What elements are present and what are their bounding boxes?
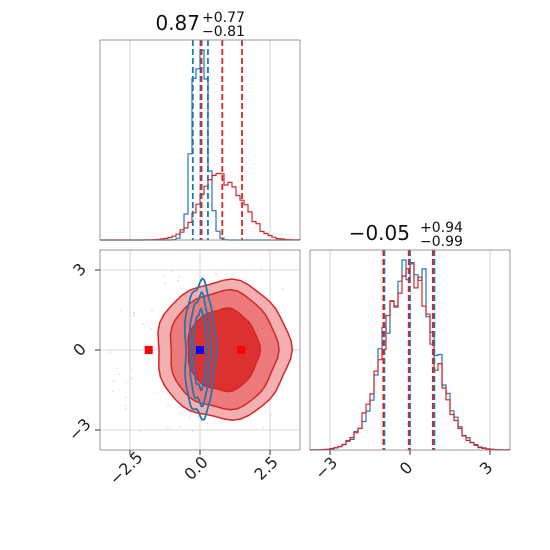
panel-joint-scatter-point (125, 381, 127, 383)
panel-joint-marker-red (237, 346, 246, 354)
panel-joint-scatter-point (271, 414, 273, 416)
panel-joint-scatter-point (177, 279, 179, 282)
panel-joint-scatter-point (188, 417, 191, 419)
panel-joint-scatter-point (118, 373, 121, 376)
panel-joint-scatter-point (164, 282, 166, 284)
panel-joint-x-tick-label: 2.5 (250, 452, 281, 483)
panel-joint-scatter-point (133, 314, 135, 317)
panel-y-title-value: −0.05 (349, 221, 410, 245)
panel-joint-scatter-point (260, 268, 263, 270)
panel-joint-scatter-point (244, 279, 247, 282)
panel-joint-scatter-point (145, 344, 147, 347)
panel-x-histogram: 0.87 +0.77 −0.81 (99, 10, 301, 241)
panel-y-title-upper: +0.94 (420, 220, 463, 236)
panel-joint-scatter-point (139, 430, 142, 433)
panel-joint-scatter-point (115, 367, 118, 370)
panel-y-quantiles (382, 250, 436, 450)
panel-joint-scatter-point (120, 309, 122, 312)
panel-joint-contour: −2.5 0.0 2.5 3 0 −3 (65, 249, 301, 489)
panel-joint-y-tick-label: −3 (65, 415, 95, 445)
panel-joint-scatter-point (178, 276, 180, 278)
panel-joint-scatter-point (142, 323, 145, 325)
panel-joint-contour-blue-level (192, 307, 208, 392)
panel-joint-x-tick-label: 0.0 (180, 452, 211, 483)
panel-joint-scatter-point (206, 422, 208, 425)
panel-joint-x-tick-label: −2.5 (106, 448, 147, 489)
panel-joint-scatter-point (132, 311, 134, 314)
panel-x-frame (99, 39, 301, 241)
panel-joint-scatter-point (171, 270, 174, 273)
panel-joint-scatter-point (151, 309, 153, 312)
panel-y-histogram: −3 0 3 −0.05 +0.94 −0.99 (309, 220, 511, 483)
panel-x-title: 0.87 (155, 11, 200, 35)
panel-joint-scatter-point (219, 420, 222, 423)
panel-y-title-lower: −0.99 (420, 234, 463, 250)
panel-joint-scatter-point (124, 404, 127, 407)
panel-joint-scatter-point (131, 377, 133, 380)
panel-y-x-tick-label: −3 (311, 453, 341, 483)
panel-joint-contours (157, 277, 294, 421)
panel-x-title-value: 0.87 (155, 11, 200, 35)
panel-joint-y-tick-label: 0 (69, 339, 90, 360)
panel-joint-scatter-point (166, 427, 168, 430)
panel-joint-scatter-point (133, 312, 136, 315)
panel-joint-scatter-point (150, 328, 153, 330)
panel-y-title: −0.05 (349, 221, 410, 245)
panel-joint-contour-red-level (187, 307, 262, 393)
panel-joint-scatter-point (153, 345, 155, 348)
panel-x-title-upper: +0.77 (202, 10, 245, 26)
panel-y-x-tick-label: 0 (396, 458, 417, 479)
panel-joint-scatter-point (197, 416, 200, 418)
panel-joint-x-ticks: −2.5 0.0 2.5 (106, 448, 282, 489)
panel-x-quantiles (191, 40, 243, 240)
panel-joint-scatter-point (215, 272, 217, 275)
panel-joint-marker-red (144, 346, 153, 354)
panel-joint-scatter-point (125, 408, 127, 410)
panel-joint-scatter-point (179, 426, 182, 428)
panel-joint-scatter-point (262, 426, 264, 429)
panel-y-hist-red (309, 263, 511, 451)
panel-y-x-ticks: −3 0 3 (311, 450, 496, 483)
panel-x-title-lower: −0.81 (202, 24, 245, 40)
panel-joint-scatter-point (168, 426, 171, 429)
panel-joint-scatter-point (268, 275, 271, 278)
panel-joint-y-tick-label: 3 (69, 259, 90, 280)
panel-joint-scatter-point (163, 275, 165, 278)
panel-joint-scatter-point (154, 391, 156, 393)
panel-joint-marker-blue (196, 346, 204, 354)
panel-joint-scatter-point (211, 281, 214, 283)
panel-joint-scatter-point (124, 396, 127, 399)
panel-joint-y-ticks: 3 0 −3 (65, 259, 100, 445)
panel-joint-scatter-point (111, 391, 114, 393)
panel-joint-contour-blue-level (188, 290, 213, 408)
panel-joint-scatter-point (131, 367, 134, 369)
panel-joint-scatter-point (281, 287, 284, 290)
panel-joint-scatter-point (167, 405, 169, 407)
panel-joint-markers (144, 346, 246, 354)
panel-y-x-tick-label: 3 (476, 458, 497, 479)
panel-joint-scatter-point (191, 430, 194, 433)
panel-joint-scatter-point (112, 380, 115, 383)
panel-joint-scatter-point (109, 351, 112, 353)
panel-joint-contour-blue-level (183, 277, 218, 421)
